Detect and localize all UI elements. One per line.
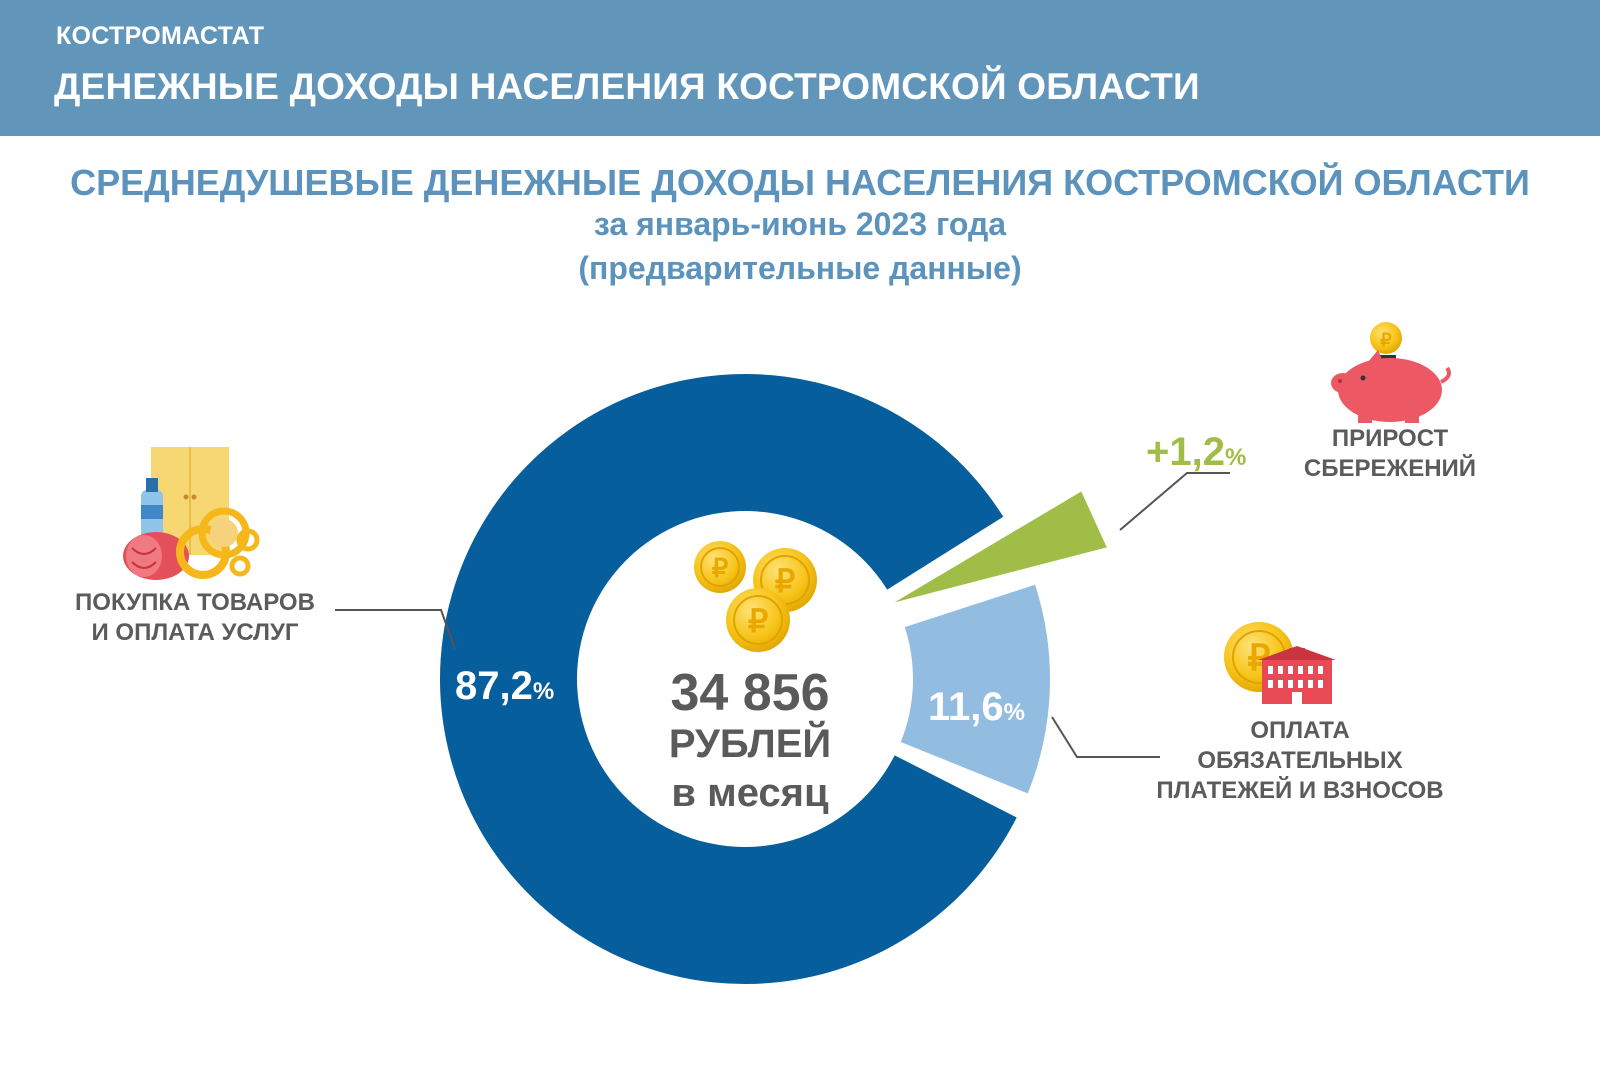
chart-title: СРЕДНЕДУШЕВЫЕ ДЕНЕЖНЫЕ ДОХОДЫ НАСЕЛЕНИЯ … [70, 162, 1530, 203]
chart-slices [439, 374, 1107, 984]
piggy-bank-icon: ₽ [1331, 322, 1451, 423]
savings-slice [894, 491, 1107, 603]
svg-text:₽: ₽ [748, 603, 768, 639]
chart-subtitle-period: за январь-июнь 2023 года [593, 206, 1007, 242]
purchases-label-line-1: ПОКУПКА ТОВАРОВ [75, 589, 315, 616]
svg-text:₽: ₽ [1380, 330, 1392, 350]
purchases-value: 87,2 [455, 664, 533, 708]
center-period: в месяц [671, 771, 829, 815]
building-coin-icon: ₽ [1224, 622, 1336, 704]
payments-slice [900, 584, 1050, 794]
header-banner: КОСТРОМАСТАТ ДЕНЕЖНЫЕ ДОХОДЫ НАСЕЛЕНИЯ К… [0, 0, 1600, 136]
purchases-value-label: 87,2% [455, 664, 554, 709]
savings-label-line-2: СБЕРЕЖЕНИЙ [1303, 455, 1477, 482]
payments-leader-line [1051, 716, 1160, 758]
center-amount: 34 856 [670, 664, 830, 722]
purchases-label-line-2: И ОПЛАТА УСЛУГ [91, 619, 299, 646]
groceries-icon [123, 447, 260, 580]
purchases-label: ПОКУПКА ТОВАРОВ И ОПЛАТА УСЛУГ [60, 588, 330, 648]
payments-label-line-1: ОПЛАТА [1250, 717, 1350, 744]
payments-value-label: 11,6% [928, 685, 1025, 730]
organization-name: КОСТРОМАСТАТ [56, 22, 265, 50]
chart-subtitle-note: (предварительные данные) [578, 250, 1022, 286]
payments-label-line-3: ПЛАТЕЖЕЙ И ВЗНОСОВ [1156, 777, 1444, 804]
payments-value: 11,6 [928, 685, 1004, 729]
svg-text:₽: ₽ [775, 563, 795, 599]
payments-label-line-2: ОБЯЗАТЕЛЬНЫХ [1197, 747, 1403, 774]
savings-leader-line [1119, 472, 1230, 531]
page-title: ДЕНЕЖНЫЕ ДОХОДЫ НАСЕЛЕНИЯ КОСТРОМСКОЙ ОБ… [54, 66, 1200, 107]
savings-value: +1,2 [1146, 430, 1225, 474]
coins-icon: ₽ ₽ ₽ [694, 541, 817, 652]
svg-text:₽: ₽ [712, 553, 729, 583]
savings-label-line-1: ПРИРОСТ [1331, 425, 1449, 452]
savings-label: ПРИРОСТ СБЕРЕЖЕНИЙ [1290, 424, 1490, 484]
purchases-percent-sign: % [532, 678, 555, 705]
savings-value-label: +1,2% [1146, 430, 1246, 475]
center-unit: РУБЛЕЙ [668, 722, 832, 766]
purchases-leader-line [335, 609, 456, 650]
payments-percent-sign: % [1003, 699, 1025, 726]
purchases-slice [439, 374, 1017, 984]
payments-label: ОПЛАТА ОБЯЗАТЕЛЬНЫХ ПЛАТЕЖЕЙ И ВЗНОСОВ [1130, 716, 1470, 806]
savings-percent-sign: % [1224, 444, 1247, 471]
